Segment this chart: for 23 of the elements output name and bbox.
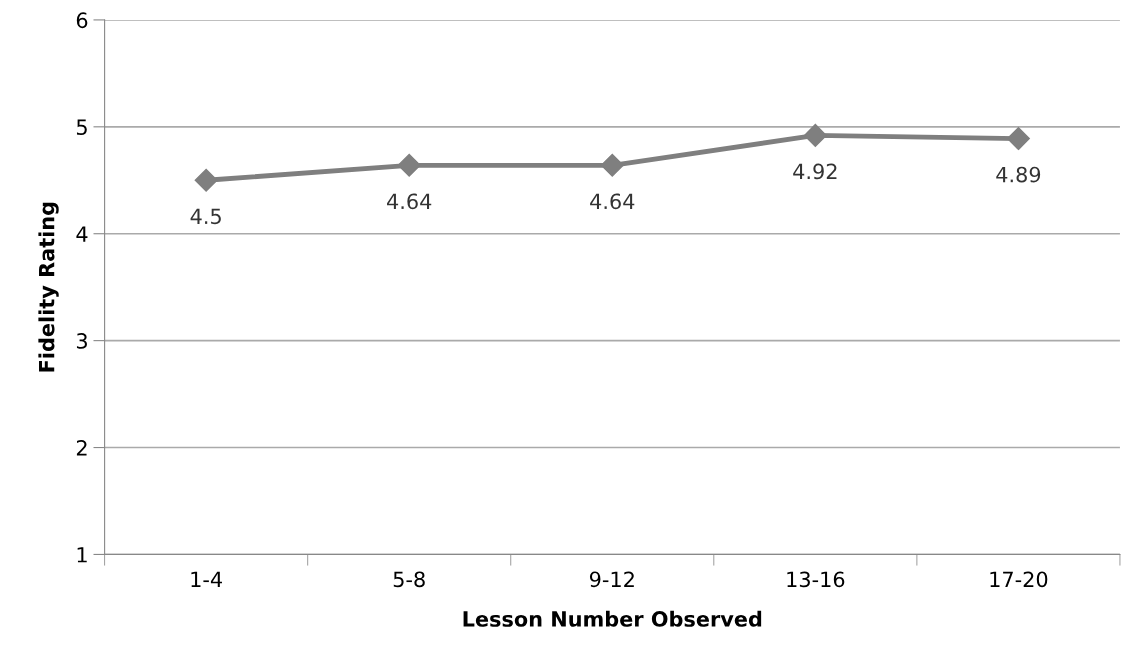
x-tick-label: 5-8 [393, 571, 425, 588]
point [803, 123, 827, 147]
data-label: 4.64 [387, 193, 432, 210]
x-axis-title: Lesson Number Observed [463, 610, 762, 627]
y-tick-label: 4 [76, 226, 88, 242]
point [600, 153, 624, 177]
y-tick-label: 2 [76, 439, 87, 456]
point [1006, 127, 1030, 151]
x-tick-label: 13-16 [787, 571, 845, 588]
data-label: 4.89 [996, 166, 1041, 183]
x-tick-label: 9-12 [589, 571, 634, 588]
y-tick-label: 1 [77, 547, 87, 563]
point [397, 153, 421, 177]
data-label: 4.64 [590, 193, 635, 210]
x-tick-label: 1-4 [191, 571, 222, 587]
data-label: 4.5 [190, 208, 221, 225]
point [194, 168, 218, 192]
x-tick-label: 17-20 [990, 571, 1048, 588]
y-tick-label: 6 [76, 12, 88, 29]
y-axis-title: Fidelity Rating [38, 202, 59, 372]
y-tick-label: 3 [76, 333, 87, 349]
data-label: 4.92 [793, 163, 837, 180]
y-tick-label: 5 [76, 119, 87, 136]
